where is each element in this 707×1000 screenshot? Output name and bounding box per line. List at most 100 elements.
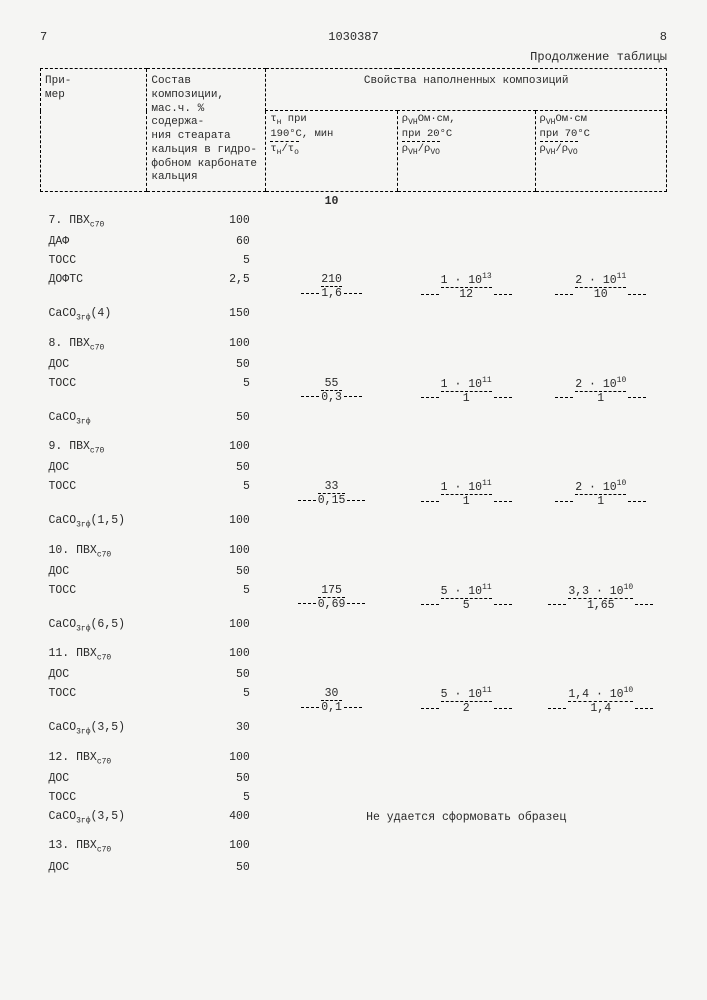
example-index: ДОФТС <box>41 270 147 304</box>
col-header-composition: Состав композиции, мас.ч. % содержа-ния … <box>147 69 266 192</box>
table-row: CaCO3гф(3,5)30 <box>41 718 667 739</box>
example-index: 10. ПВХс70 <box>41 541 147 562</box>
prop3-value: 3,3 · 10101,65 <box>535 581 666 615</box>
composition-value: 100 <box>147 836 266 857</box>
prop2-value: 5 · 10112 <box>397 684 535 718</box>
composition-value: 50 <box>147 769 266 788</box>
prop2-value: 1 · 101312 <box>397 270 535 304</box>
composition-value: 100 <box>147 541 266 562</box>
col-header-prop1: τн при190°С, мин τн/τo <box>266 111 397 192</box>
example-index: 9. ПВХс70 <box>41 437 147 458</box>
col-header-prop2: ρVНOм·см,при 20°С ρVН/ρVO <box>397 111 535 192</box>
composition-value: 50 <box>147 665 266 684</box>
composition-value: 30 <box>147 718 266 739</box>
table-row: ТОСС5330,151 · 101112 · 10101 <box>41 477 667 511</box>
table-row: CaCO3гф50 <box>41 408 667 429</box>
table-row: 8. ПВХс70100 <box>41 334 667 355</box>
note-cell: Не удается сформовать образец <box>266 807 667 828</box>
composition-value: 50 <box>147 562 266 581</box>
table-row: ТОСС5 <box>41 251 667 270</box>
table-row: 11. ПВХс70100 <box>41 644 667 665</box>
table-row: ДОС50 <box>41 355 667 374</box>
prop3-value: 1,4 · 10101,4 <box>535 684 666 718</box>
table-row: 13. ПВХс70100 <box>41 836 667 857</box>
composition-value: 100 <box>147 211 266 232</box>
composition-value: 50 <box>147 458 266 477</box>
example-index: 8. ПВХс70 <box>41 334 147 355</box>
page-num-right: 8 <box>660 30 667 44</box>
composition-value: 100 <box>147 511 266 532</box>
composition-table: При-мер Состав композиции, мас.ч. % соде… <box>40 68 667 885</box>
table-continuation-label: Продолжение таблицы <box>40 50 667 64</box>
table-row: ДОС50 <box>41 858 667 877</box>
example-index: ДОС <box>41 355 147 374</box>
table-row: ТОСС5300,15 · 101121,4 · 10101,4 <box>41 684 667 718</box>
composition-value: 5 <box>147 374 266 408</box>
example-index: CaCO3гф(6,5) <box>41 615 147 636</box>
prop1-value: 2101,6 <box>266 270 397 304</box>
example-index: ТОСС <box>41 581 147 615</box>
table-row: ДОС50 <box>41 562 667 581</box>
prop2-value: 1 · 10111 <box>397 477 535 511</box>
table-row: 9. ПВХс70100 <box>41 437 667 458</box>
example-index: ДОС <box>41 562 147 581</box>
marker-10: 10 <box>266 192 397 212</box>
composition-value: 5 <box>147 684 266 718</box>
composition-value: 50 <box>147 408 266 429</box>
composition-value: 5 <box>147 581 266 615</box>
example-index: ДАФ <box>41 232 147 251</box>
table-row: 12. ПВХс70100 <box>41 748 667 769</box>
example-index: ТОСС <box>41 374 147 408</box>
composition-value: 50 <box>147 858 266 877</box>
composition-value: 50 <box>147 355 266 374</box>
table-row: ТОСС51750,695 · 101153,3 · 10101,65 <box>41 581 667 615</box>
example-index: CaCO3гф(1,5) <box>41 511 147 532</box>
composition-value: 5 <box>147 477 266 511</box>
table-row: ТОСС5 <box>41 788 667 807</box>
composition-value: 2,5 <box>147 270 266 304</box>
col-header-properties: Свойства наполненных композиций <box>266 69 667 111</box>
table-row: ТОСС5550,31 · 101112 · 10101 <box>41 374 667 408</box>
prop2-value: 1 · 10111 <box>397 374 535 408</box>
prop3-value: 2 · 10101 <box>535 477 666 511</box>
composition-value: 60 <box>147 232 266 251</box>
example-index: ТОСС <box>41 251 147 270</box>
table-row: 10. ПВХс70100 <box>41 541 667 562</box>
table-row: CaCO3гф(4)150 <box>41 304 667 325</box>
col-header-prop3: ρVНOм·смпри 70°С ρVН/ρVO <box>535 111 666 192</box>
composition-value: 150 <box>147 304 266 325</box>
example-index: 11. ПВХс70 <box>41 644 147 665</box>
prop1-value: 1750,69 <box>266 581 397 615</box>
composition-value: 100 <box>147 334 266 355</box>
prop1-value: 330,15 <box>266 477 397 511</box>
example-index: 12. ПВХс70 <box>41 748 147 769</box>
example-index: 13. ПВХс70 <box>41 836 147 857</box>
composition-value: 100 <box>147 748 266 769</box>
table-row: CaCO3гф(3,5)400Не удается сформовать обр… <box>41 807 667 828</box>
composition-value: 400 <box>147 807 266 828</box>
prop3-value: 2 · 101110 <box>535 270 666 304</box>
composition-value: 100 <box>147 437 266 458</box>
prop3-value: 2 · 10101 <box>535 374 666 408</box>
prop1-value: 300,1 <box>266 684 397 718</box>
composition-value: 5 <box>147 251 266 270</box>
table-row: ДОС50 <box>41 458 667 477</box>
prop1-value: 550,3 <box>266 374 397 408</box>
col-header-example: При-мер <box>41 69 147 192</box>
example-index: CaCO3гф(3,5) <box>41 807 147 828</box>
composition-value: 5 <box>147 788 266 807</box>
composition-value: 100 <box>147 644 266 665</box>
table-row: ДОС50 <box>41 665 667 684</box>
patent-number: 1030387 <box>47 30 660 44</box>
example-index: ДОС <box>41 665 147 684</box>
table-row: ДАФ60 <box>41 232 667 251</box>
example-index: CaCO3гф(3,5) <box>41 718 147 739</box>
example-index: ДОС <box>41 858 147 877</box>
page-num-left: 7 <box>40 30 47 44</box>
prop2-value: 5 · 10115 <box>397 581 535 615</box>
example-index: 7. ПВХс70 <box>41 211 147 232</box>
example-index: ДОС <box>41 769 147 788</box>
table-row: ДОС50 <box>41 769 667 788</box>
table-row: ДОФТС2,52101,61 · 1013122 · 101110 <box>41 270 667 304</box>
composition-value: 100 <box>147 615 266 636</box>
